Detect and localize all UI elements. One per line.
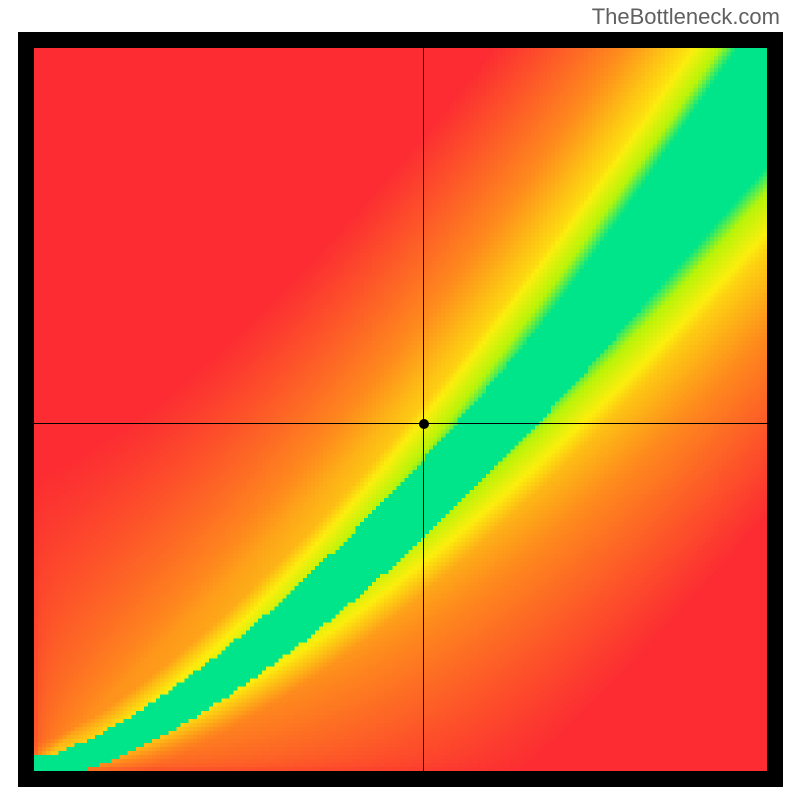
chart-container: TheBottleneck.com (0, 0, 800, 800)
watermark-text: TheBottleneck.com (592, 4, 780, 30)
plot-border (18, 32, 783, 787)
crosshair-vertical (423, 48, 424, 771)
crosshair-horizontal (34, 423, 767, 424)
marker-dot (419, 419, 429, 429)
